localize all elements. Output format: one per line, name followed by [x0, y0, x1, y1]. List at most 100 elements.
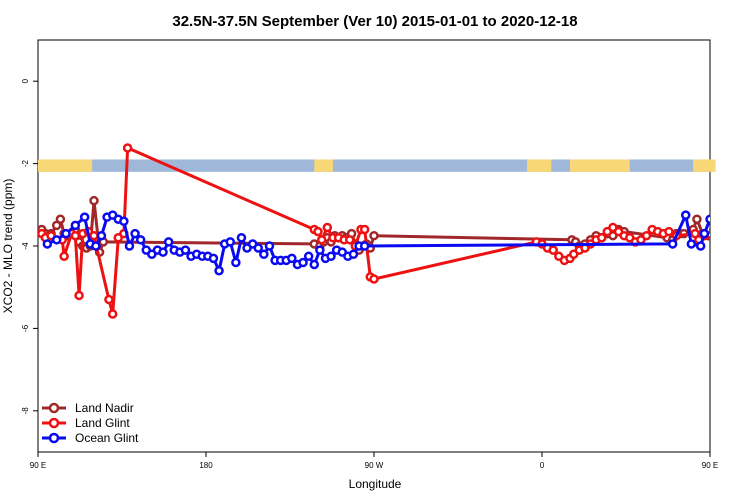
data-point [664, 226, 674, 237]
data-point [596, 233, 607, 243]
data-point [231, 257, 241, 268]
legend-item-land-nadir: Land Nadir [42, 401, 134, 415]
data-point [731, 226, 738, 233]
data-point [70, 230, 81, 241]
x-tick-label: 90 E [30, 461, 46, 470]
data-point [135, 235, 146, 245]
data-point [641, 230, 652, 241]
chart-title: 32.5N-37.5N September (Ver 10) 2015-01-0… [172, 13, 577, 30]
data-point [309, 259, 320, 270]
data-point [61, 228, 71, 239]
data-point [721, 232, 728, 239]
data-point [326, 251, 336, 262]
data-point [359, 241, 370, 251]
legend-label: Ocean Glint [75, 431, 139, 445]
x-axis-label: Longitude [349, 477, 402, 491]
legend-swatch-marker [48, 432, 60, 444]
axes: 0 -2 -4 -6 -8 90 E 180 90 W 0 90 E [21, 78, 718, 470]
data-point [718, 230, 725, 237]
data-point [122, 143, 133, 153]
legend-label: Land Nadir [75, 401, 134, 415]
data-point [680, 210, 691, 220]
series-layer [38, 143, 750, 319]
x-tick-label: 0 [540, 461, 545, 470]
data-point [236, 233, 247, 243]
data-point [124, 241, 135, 251]
data-point [208, 253, 219, 264]
data-point [369, 230, 379, 241]
data-point [315, 245, 325, 255]
data-point [104, 294, 114, 305]
data-point [695, 241, 706, 251]
data-point [59, 251, 69, 262]
y-tick-label: 0 [21, 78, 30, 83]
data-point [79, 212, 90, 222]
land-ocean-strip [38, 159, 716, 172]
data-point [725, 216, 732, 223]
data-point [130, 228, 140, 239]
data-point [667, 239, 678, 249]
x-tick-label: 90 W [365, 461, 384, 470]
y-tick-label: -4 [21, 242, 30, 250]
data-point [714, 253, 721, 260]
data-point [744, 197, 750, 204]
series-line-land-glint [40, 146, 710, 316]
legend-label: Land Glint [75, 416, 130, 430]
land-segment [314, 159, 333, 172]
legend-item-ocean-glint: Ocean Glint [42, 431, 139, 445]
data-point [89, 230, 99, 241]
data-point [303, 251, 314, 262]
data-point [735, 218, 742, 225]
data-point [725, 230, 732, 237]
data-point [74, 290, 84, 301]
legend-swatch-marker [48, 402, 60, 414]
series-ocean-glint [42, 210, 747, 276]
data-point [705, 214, 710, 224]
data-point [264, 241, 275, 251]
data-point [716, 212, 723, 219]
data-point [316, 235, 327, 245]
data-point [725, 232, 732, 239]
data-point [735, 238, 742, 245]
data-point [313, 226, 323, 237]
data-point [738, 228, 745, 235]
data-point [692, 214, 702, 224]
data-point [359, 224, 370, 235]
data-point [348, 249, 359, 259]
data-point [119, 216, 129, 227]
legend-swatch-marker [48, 417, 60, 429]
data-point [253, 243, 264, 253]
data-point [714, 216, 721, 223]
data-point [259, 249, 269, 259]
data-point [369, 274, 379, 284]
y-tick-label: -6 [21, 324, 30, 332]
data-point [721, 230, 728, 237]
data-point [712, 236, 719, 243]
data-point [89, 195, 99, 206]
data-point [163, 237, 174, 247]
x-tick-label: 180 [199, 461, 213, 470]
x-tick-label: 90 E [702, 461, 718, 470]
data-point [699, 228, 710, 239]
data-point [744, 232, 750, 239]
data-point [225, 237, 236, 247]
data-point [686, 239, 697, 249]
data-point [55, 214, 66, 224]
data-point [214, 265, 224, 276]
data-point [91, 241, 101, 251]
data-point [322, 222, 333, 233]
data-point [180, 245, 191, 255]
data-point [740, 243, 747, 250]
land-segment [693, 159, 716, 172]
land-segment [38, 159, 93, 172]
data-point [708, 226, 710, 233]
data-point [733, 230, 740, 237]
data-point [738, 243, 745, 250]
data-point [287, 253, 297, 264]
data-point [70, 220, 81, 231]
data-point [548, 245, 558, 255]
y-tick-label: -8 [21, 407, 30, 415]
y-tick-label: -2 [21, 159, 30, 167]
